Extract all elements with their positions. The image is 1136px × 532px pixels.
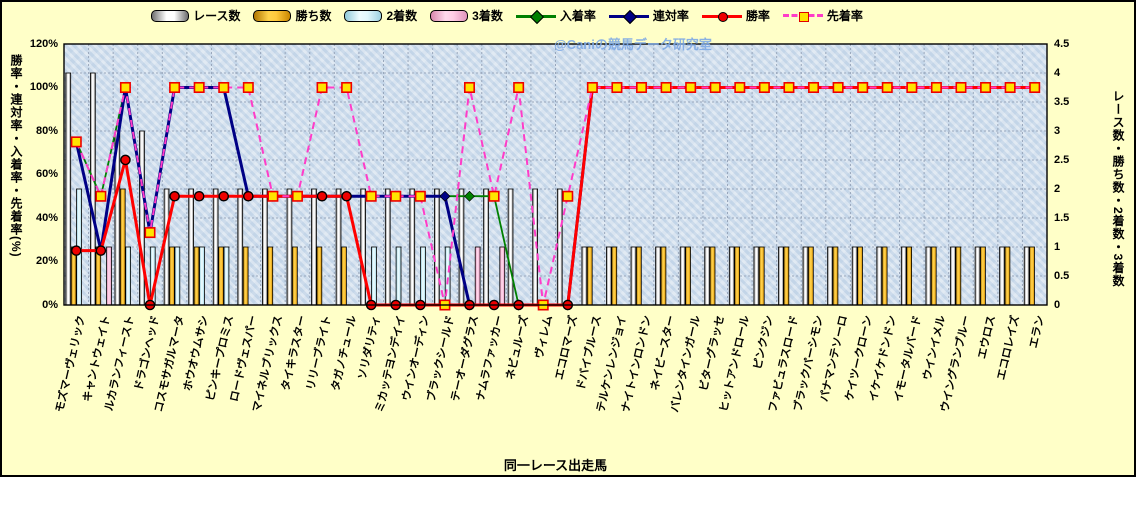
legend-swatch-bar <box>344 9 383 22</box>
legend-swatch-line <box>701 9 742 23</box>
legend-item-入着率: 入着率 <box>515 7 596 24</box>
legend-swatch-line <box>608 9 649 24</box>
y-left-tick: 80% <box>35 124 58 137</box>
legend-swatch-bar <box>430 9 469 22</box>
y-left-tick: 20% <box>35 255 58 267</box>
y-right-tick: 0.5 <box>1054 269 1070 282</box>
legend-item-勝率: 勝率 <box>701 7 770 24</box>
y-right-tick: 1 <box>1054 240 1061 253</box>
y-right-axis-title: レース数・勝ち数・2着数・3着数 <box>1111 90 1125 288</box>
y-right-tick: 4 <box>1054 66 1061 79</box>
legend-marker-diamond-icon <box>529 9 544 24</box>
y-left-tick: 100% <box>29 81 58 93</box>
plot-background <box>64 44 1047 305</box>
chart-frame: レース数 勝ち数 2着数 3着数 入着率 連対率 勝率 先着率 @Caniの競馬データ研究室 … <box>0 0 1136 477</box>
legend-label: 先着率 <box>826 9 863 23</box>
legend-item-3着数: 3着数 <box>430 7 503 24</box>
y-left-tick: 120% <box>29 37 58 50</box>
y-left-tick: 60% <box>35 168 58 180</box>
legend-swatch-line <box>782 9 823 23</box>
legend-marker-square-icon <box>798 11 809 22</box>
y-left-tick: 0% <box>42 298 58 311</box>
y-right-tick: 4.5 <box>1054 37 1070 50</box>
y-left-tick: 40% <box>35 211 58 224</box>
legend-swatch-bar <box>253 9 292 22</box>
legend-marker-diamond-icon <box>622 9 637 24</box>
legend-label: 3着数 <box>472 9 503 23</box>
watermark: @Caniの競馬データ研究室 <box>554 37 712 52</box>
legend-item-先着率: 先着率 <box>782 7 863 24</box>
legend-label: 2着数 <box>386 9 418 23</box>
y-right-tick: 0 <box>1054 298 1061 311</box>
legend: レース数 勝ち数 2着数 3着数 入着率 連対率 勝率 先着率 <box>2 7 1012 24</box>
legend-label: 連対率 <box>652 9 689 23</box>
legend-label: 勝率 <box>745 9 770 23</box>
legend-marker-circle-icon <box>717 11 728 22</box>
legend-swatch-line <box>515 9 556 24</box>
legend-item-勝ち数: 勝ち数 <box>253 7 331 24</box>
y-right-tick: 2.5 <box>1054 153 1070 166</box>
legend-item-連対率: 連対率 <box>608 7 689 24</box>
y-right-tick: 1.5 <box>1054 211 1070 224</box>
legend-item-2着数: 2着数 <box>344 7 417 24</box>
legend-label: レース数 <box>193 9 241 23</box>
legend-label: 入着率 <box>559 9 596 23</box>
legend-item-レース数: レース数 <box>151 7 240 24</box>
y-right-tick: 2 <box>1054 182 1061 195</box>
x-axis-title: 同一レース出走馬 <box>503 458 608 473</box>
legend-label: 勝ち数 <box>295 9 332 23</box>
y-right-tick: 3.5 <box>1054 95 1070 108</box>
y-left-axis-title: 勝率・連対率・入着率・先着率(%) <box>9 54 23 258</box>
legend-swatch-bar <box>151 9 190 22</box>
y-right-tick: 3 <box>1054 124 1061 137</box>
